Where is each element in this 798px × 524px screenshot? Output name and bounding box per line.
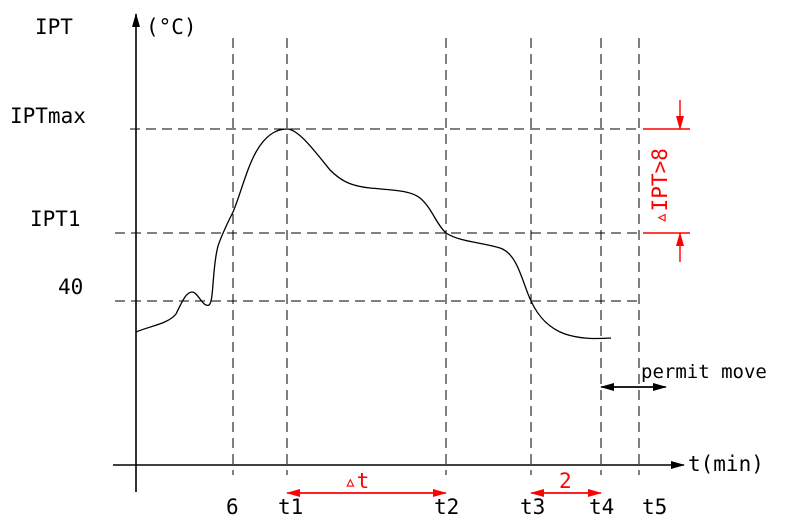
- iptmax-label: IPTmax: [10, 104, 86, 128]
- time-label-t4: t4: [589, 495, 614, 519]
- x-axis-label: t(min): [688, 452, 764, 476]
- time-label-t3: t3: [520, 495, 545, 519]
- permit-move-label: permit move: [641, 361, 767, 383]
- time-label-6: 6: [226, 495, 239, 519]
- time-label-t1: t1: [278, 495, 303, 519]
- temperature-curve: [135, 128, 612, 340]
- y-axis-unit: (°C): [146, 15, 197, 39]
- delta-ipt-label: ▵IPT>8: [648, 148, 672, 224]
- y-axis-name: IPT: [35, 15, 73, 39]
- forty-label: 40: [58, 275, 83, 299]
- ipt1-label: IPT1: [30, 207, 81, 231]
- interval-2-label: 2: [559, 469, 572, 493]
- time-label-t5: t5: [642, 495, 667, 519]
- delta-t-label: ▵t: [344, 469, 369, 493]
- time-label-t2: t2: [434, 495, 459, 519]
